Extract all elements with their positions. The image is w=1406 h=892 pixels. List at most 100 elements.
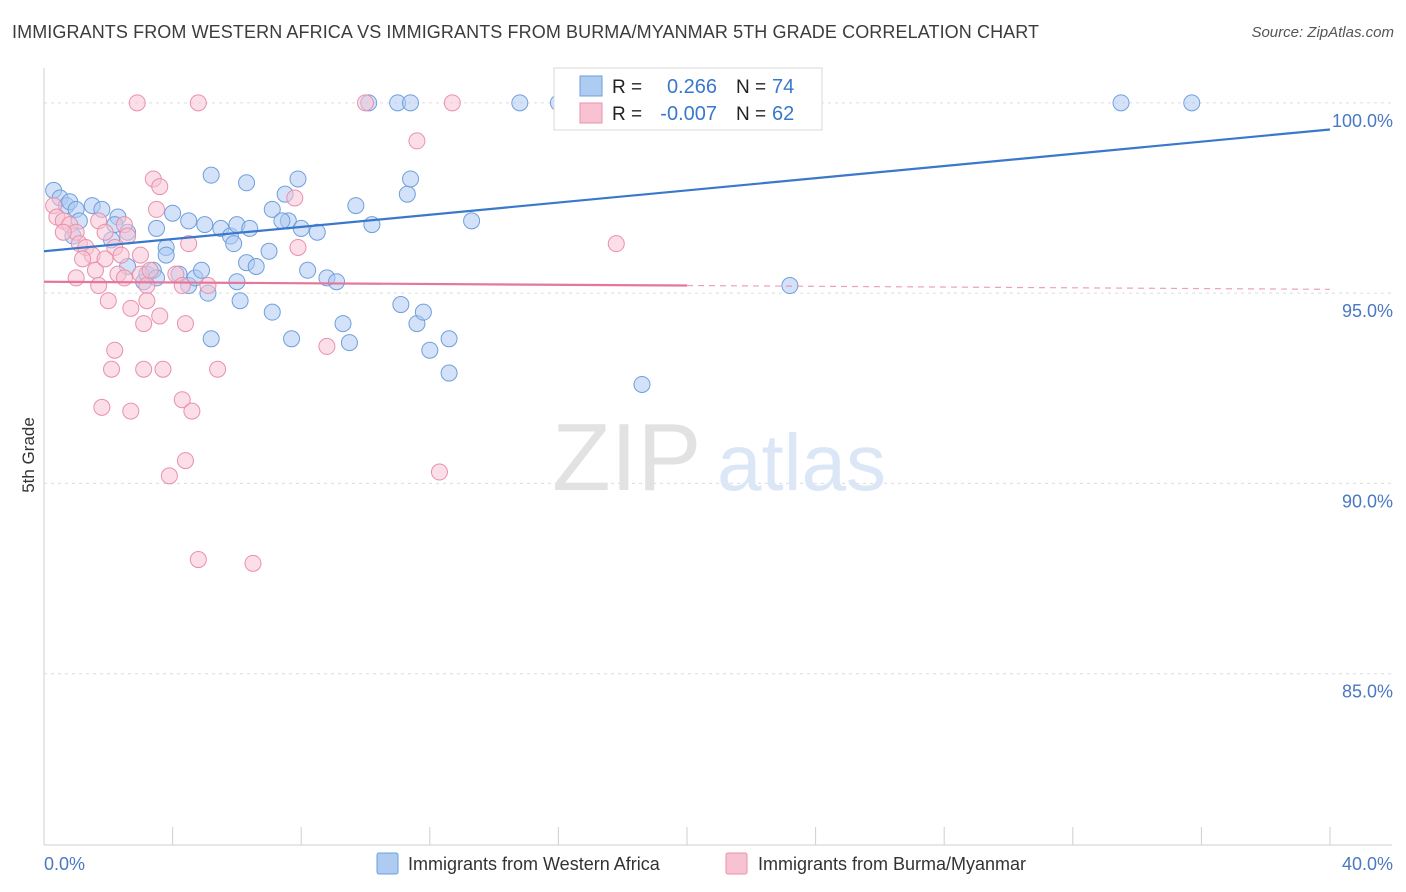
- stats-n-value-2: 62: [772, 103, 794, 125]
- point-burma: [131, 246, 149, 264]
- point-western-africa: [263, 200, 281, 218]
- y-axis-title: 5th Grade: [19, 417, 38, 493]
- point-burma: [173, 277, 191, 295]
- stats-legend-swatch-blue: [579, 75, 603, 97]
- y-tick-label: 85.0%: [1342, 682, 1393, 702]
- legend-swatch-burma: [725, 852, 748, 875]
- point-burma: [122, 402, 140, 420]
- point-burma: [122, 299, 140, 317]
- point-burma: [408, 132, 426, 150]
- point-western-africa: [231, 292, 249, 310]
- point-burma: [138, 277, 156, 295]
- point-burma: [138, 292, 156, 310]
- point-western-africa: [392, 296, 410, 314]
- point-western-africa: [402, 170, 420, 188]
- source-label: Source: ZipAtlas.com: [1251, 24, 1394, 41]
- point-western-africa: [164, 204, 182, 222]
- point-western-africa: [157, 246, 175, 264]
- point-burma: [128, 94, 146, 112]
- point-burma: [106, 341, 124, 359]
- point-burma: [115, 269, 133, 287]
- point-western-africa: [398, 185, 416, 203]
- point-western-africa: [1183, 94, 1201, 112]
- point-western-africa: [440, 364, 458, 382]
- point-burma: [103, 360, 121, 378]
- point-western-africa: [340, 334, 358, 352]
- point-burma: [160, 467, 178, 485]
- trend-line-western-africa: [43, 128, 1331, 253]
- point-burma: [183, 402, 201, 420]
- point-western-africa: [1112, 94, 1130, 112]
- stats-n-value-1: 74: [772, 76, 794, 98]
- point-western-africa: [299, 261, 317, 279]
- point-burma: [199, 277, 217, 295]
- stats-r-value-2: -0.007: [660, 103, 717, 125]
- point-western-africa: [180, 212, 198, 230]
- point-western-africa: [202, 330, 220, 348]
- point-western-africa: [421, 341, 439, 359]
- watermark-zip: ZIP: [552, 404, 701, 511]
- trend-line-burma-extension: [686, 284, 1331, 290]
- point-burma: [74, 250, 92, 268]
- point-burma: [119, 227, 137, 245]
- point-burma: [135, 315, 153, 333]
- point-burma: [176, 315, 194, 333]
- point-burma: [154, 360, 172, 378]
- chart-title: IMMIGRANTS FROM WESTERN AFRICA VS IMMIGR…: [12, 22, 1040, 42]
- point-western-africa: [402, 94, 420, 112]
- point-western-africa: [241, 219, 259, 237]
- point-burma: [189, 551, 207, 569]
- y-tick-label: 100.0%: [1332, 111, 1393, 131]
- watermark-atlas: atlas: [717, 418, 886, 507]
- point-western-africa: [440, 330, 458, 348]
- legend-swatch-western-africa: [376, 852, 399, 875]
- point-burma: [112, 246, 130, 264]
- stats-legend: R = 0.266 N = 74 R = -0.007 N = 62: [553, 67, 823, 131]
- point-burma: [93, 398, 111, 416]
- point-western-africa: [193, 261, 211, 279]
- point-burma: [244, 554, 262, 572]
- point-burma: [289, 238, 307, 256]
- point-western-africa: [225, 235, 243, 253]
- point-burma: [318, 337, 336, 355]
- point-burma: [443, 94, 461, 112]
- point-burma: [96, 250, 114, 268]
- point-burma: [357, 94, 374, 112]
- y-tick-label: 95.0%: [1342, 301, 1393, 321]
- point-western-africa: [633, 375, 651, 393]
- point-burma: [176, 452, 194, 470]
- legend-label-western-africa: Immigrants from Western Africa: [408, 854, 661, 874]
- x-tick-label: 0.0%: [44, 854, 85, 874]
- stats-r-label-2: R =: [612, 104, 642, 125]
- stats-n-label-1: N =: [736, 77, 766, 98]
- point-western-africa: [260, 242, 278, 260]
- point-western-africa: [308, 223, 326, 241]
- point-burma: [141, 261, 159, 279]
- legend-label-burma: Immigrants from Burma/Myanmar: [758, 854, 1026, 874]
- point-burma: [96, 223, 114, 241]
- point-burma: [54, 223, 72, 241]
- point-western-africa: [334, 315, 352, 333]
- stats-r-value-1: 0.266: [667, 76, 717, 98]
- point-burma: [99, 292, 117, 310]
- point-burma: [173, 391, 191, 409]
- point-western-africa: [463, 212, 481, 230]
- trend-layer: [43, 128, 1331, 290]
- point-western-africa: [328, 273, 346, 291]
- stats-n-label-2: N =: [736, 104, 766, 125]
- point-western-africa: [148, 219, 166, 237]
- axes-layer: 100.0% 95.0% 90.0% 85.0% 0.0% 40.0%: [43, 68, 1393, 874]
- trend-line-burma: [43, 280, 688, 287]
- point-western-africa: [247, 257, 265, 275]
- point-burma: [430, 463, 448, 481]
- point-western-africa: [263, 303, 281, 321]
- point-western-africa: [414, 303, 432, 321]
- stats-r-label-1: R =: [612, 77, 642, 98]
- point-western-africa: [289, 170, 307, 188]
- bottom-legend: Immigrants from Western Africa Immigrant…: [376, 852, 1026, 875]
- stats-legend-swatch-pink: [579, 102, 603, 124]
- point-burma: [607, 235, 625, 253]
- point-western-africa: [283, 330, 301, 348]
- point-burma: [180, 235, 198, 253]
